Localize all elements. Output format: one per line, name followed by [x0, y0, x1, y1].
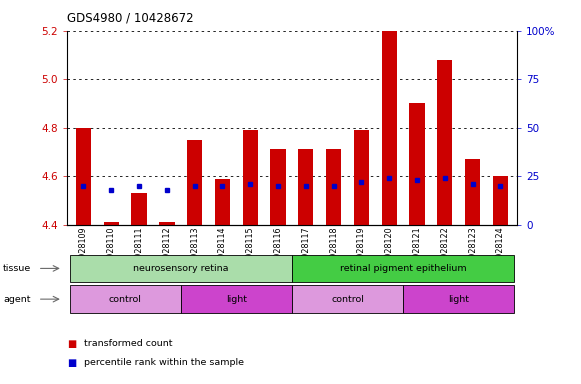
Bar — [326, 149, 341, 225]
Text: light: light — [226, 295, 247, 304]
Bar — [215, 179, 230, 225]
Text: ■: ■ — [67, 358, 76, 368]
Text: control: control — [331, 295, 364, 304]
Bar — [493, 176, 508, 225]
Bar — [410, 103, 425, 225]
Bar — [103, 222, 119, 225]
Text: control: control — [109, 295, 142, 304]
Bar — [354, 130, 369, 225]
Bar — [131, 193, 147, 225]
Text: percentile rank within the sample: percentile rank within the sample — [84, 358, 244, 367]
Text: tissue: tissue — [3, 264, 31, 273]
Bar — [159, 222, 174, 225]
Text: retinal pigment epithelium: retinal pigment epithelium — [340, 264, 467, 273]
Text: ■: ■ — [67, 339, 76, 349]
Bar — [437, 60, 453, 225]
Bar — [465, 159, 480, 225]
Bar — [187, 140, 202, 225]
Bar — [270, 149, 286, 225]
Text: neurosensory retina: neurosensory retina — [133, 264, 228, 273]
Text: agent: agent — [3, 295, 30, 304]
Bar — [382, 31, 397, 225]
Text: GDS4980 / 10428672: GDS4980 / 10428672 — [67, 12, 193, 25]
Text: light: light — [448, 295, 469, 304]
Text: transformed count: transformed count — [84, 339, 173, 348]
Bar — [76, 128, 91, 225]
Bar — [243, 130, 258, 225]
Bar — [298, 149, 314, 225]
